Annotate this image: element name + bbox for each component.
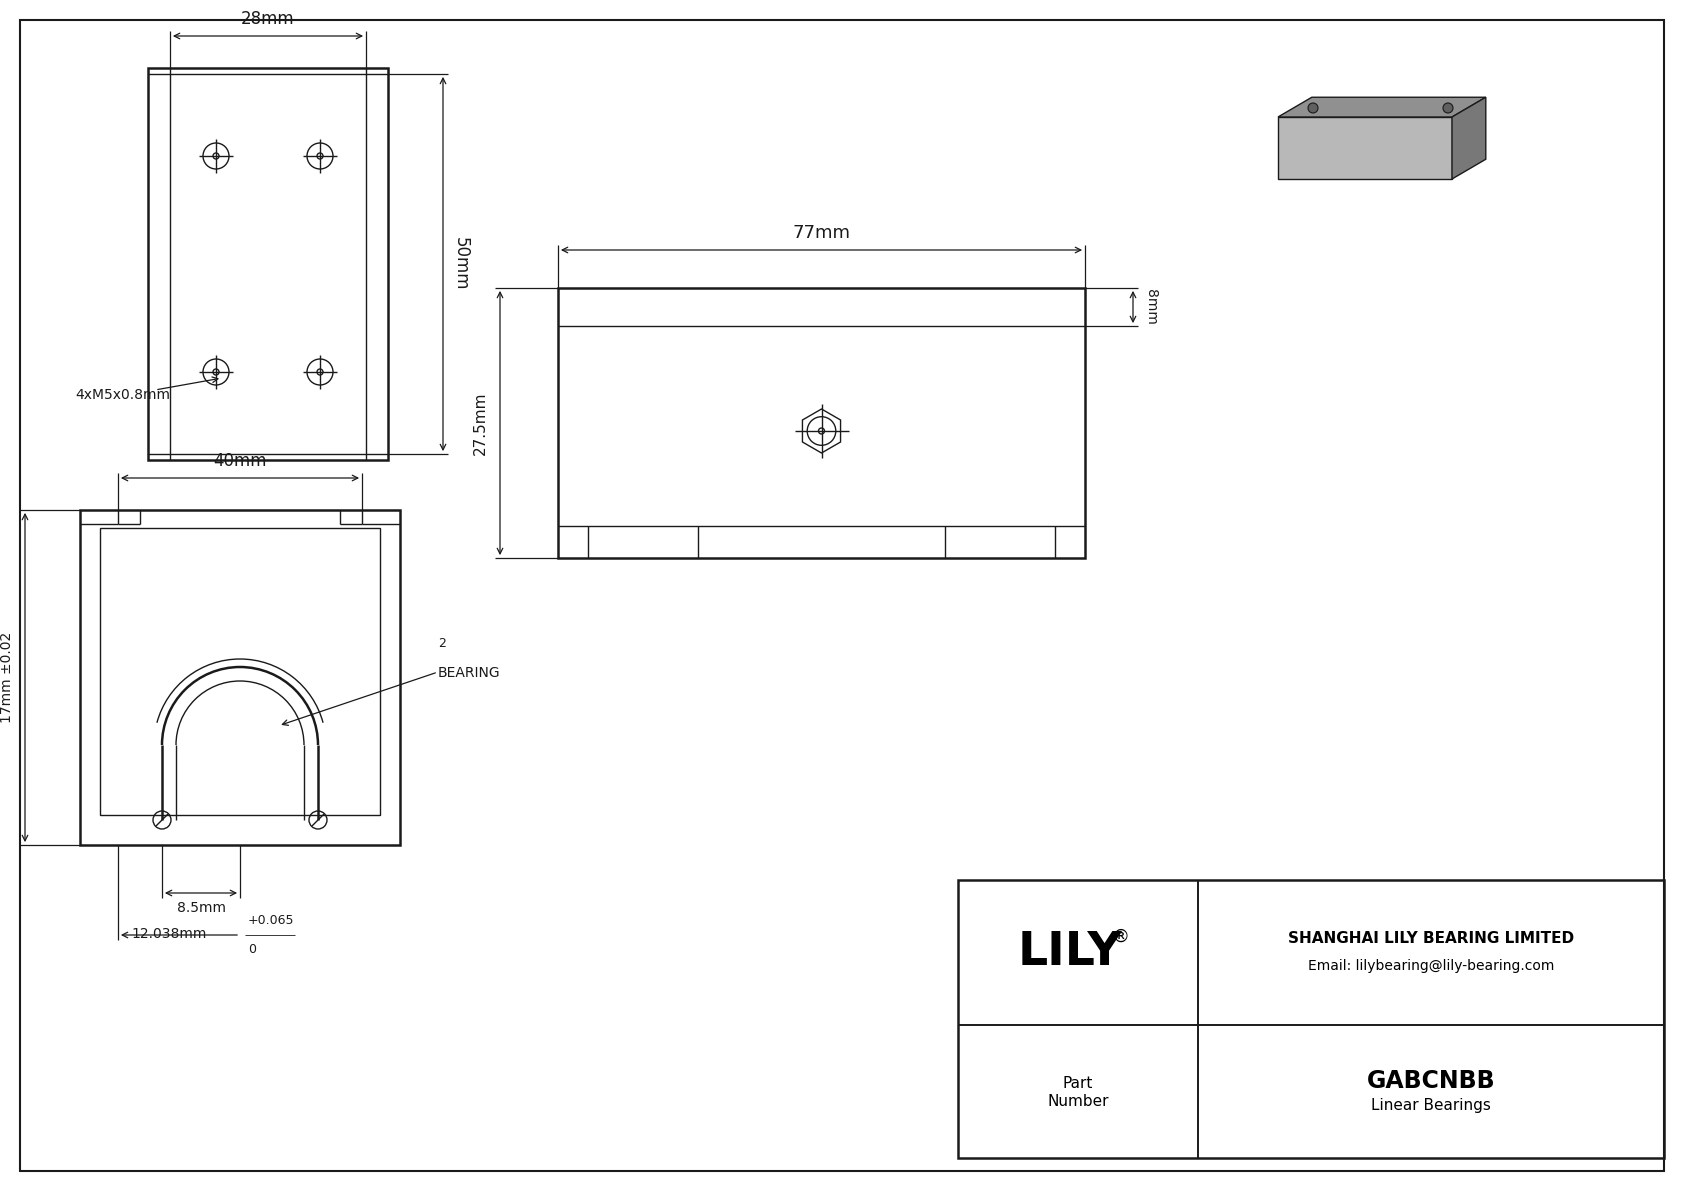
Text: 50mm: 50mm — [451, 237, 470, 291]
Text: 2: 2 — [438, 637, 446, 650]
Text: 40mm: 40mm — [214, 453, 266, 470]
Polygon shape — [1278, 117, 1452, 179]
Text: SHANGHAI LILY BEARING LIMITED: SHANGHAI LILY BEARING LIMITED — [1288, 931, 1575, 946]
Circle shape — [1308, 102, 1319, 113]
Text: ®: ® — [1111, 928, 1128, 946]
Polygon shape — [1278, 98, 1485, 117]
Text: 17mm ±0.02: 17mm ±0.02 — [0, 632, 13, 723]
Text: Linear Bearings: Linear Bearings — [1371, 1098, 1490, 1112]
Text: 8mm: 8mm — [1143, 289, 1159, 325]
Bar — [81, 510, 401, 844]
Text: 0: 0 — [248, 943, 256, 956]
Text: Part: Part — [1063, 1075, 1093, 1091]
Text: 12.038mm: 12.038mm — [131, 927, 207, 941]
Bar — [148, 68, 387, 460]
Bar — [557, 288, 1084, 559]
Bar — [958, 880, 1664, 1158]
Text: GABCNBB: GABCNBB — [1367, 1070, 1495, 1093]
Text: Email: lilybearing@lily-bearing.com: Email: lilybearing@lily-bearing.com — [1308, 959, 1554, 973]
Text: BEARING: BEARING — [438, 666, 500, 680]
Text: 4xM5x0.8mm: 4xM5x0.8mm — [76, 388, 170, 403]
Circle shape — [1443, 102, 1453, 113]
Polygon shape — [1452, 98, 1485, 179]
Text: LILY: LILY — [1017, 930, 1122, 974]
Text: 27.5mm: 27.5mm — [473, 392, 487, 455]
Text: 77mm: 77mm — [793, 224, 850, 242]
Text: 28mm: 28mm — [241, 10, 295, 29]
Text: 8.5mm: 8.5mm — [177, 902, 226, 915]
Text: Number: Number — [1047, 1093, 1108, 1109]
Text: +0.065: +0.065 — [248, 913, 295, 927]
Bar — [99, 528, 381, 815]
